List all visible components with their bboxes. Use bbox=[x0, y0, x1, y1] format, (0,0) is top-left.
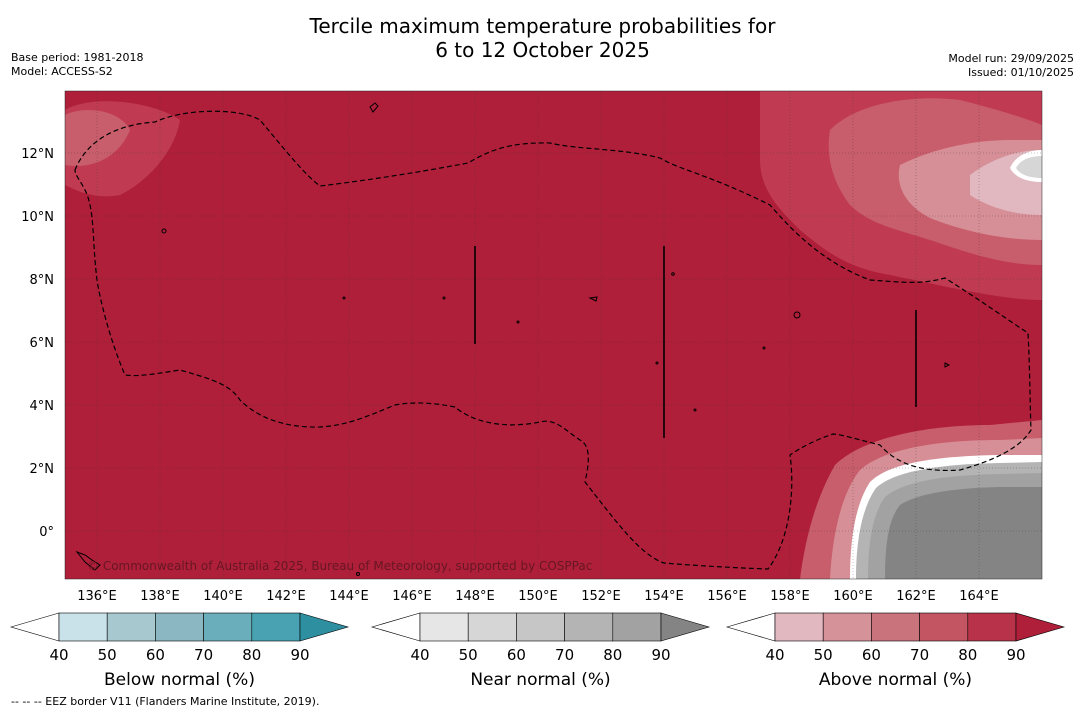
title-line-2: 6 to 12 October 2025 bbox=[435, 38, 650, 62]
colorbar-tick-label: 90 bbox=[290, 646, 309, 664]
colorbar-tick-label: 90 bbox=[651, 646, 670, 664]
lon-label: 144°E bbox=[329, 589, 369, 604]
issued-date: Issued: 01/10/2025 bbox=[967, 66, 1074, 79]
colorbar-tick-label: 90 bbox=[1006, 646, 1025, 664]
colorbar-segment bbox=[612, 612, 662, 642]
lat-label-0: 0° bbox=[39, 525, 54, 540]
colorbar-tick-label: 70 bbox=[555, 646, 574, 664]
model-run: Model run: 29/09/2025 bbox=[948, 52, 1074, 65]
colorbar-tick-label: 50 bbox=[459, 646, 478, 664]
model-name: Model: ACCESS-S2 bbox=[11, 65, 113, 78]
lon-label: 164°E bbox=[959, 589, 999, 604]
colorbar-segment bbox=[155, 612, 204, 642]
title-line-1: Tercile maximum temperature probabilitie… bbox=[309, 14, 776, 38]
eez-border-palau-fsm-west bbox=[74, 110, 1032, 570]
lon-label: 148°E bbox=[455, 589, 495, 604]
colorbar-segment bbox=[106, 612, 156, 642]
grid bbox=[65, 91, 1042, 579]
colorbar-tick-label: 40 bbox=[765, 646, 784, 664]
colorbar-tick-label: 40 bbox=[49, 646, 68, 664]
lon-label: 138°E bbox=[140, 589, 180, 604]
lon-label: 146°E bbox=[392, 589, 432, 604]
colorbar-segment bbox=[871, 612, 920, 642]
colorbar-tick-label: 40 bbox=[410, 646, 429, 664]
colorbars: 40 50 60 70 80 90 Below normal (%) 40 50 60 70 80 90… bbox=[9, 612, 1066, 690]
lat-label-10n: 10°N bbox=[21, 210, 54, 225]
colorbar-min-extend bbox=[725, 612, 776, 642]
colorbar-segment bbox=[58, 612, 108, 642]
colorbar-above: 40 50 60 70 80 90 Above normal (%) bbox=[725, 612, 1066, 690]
meta-right: Model run: 29/09/2025 Issued: 01/10/2025 bbox=[948, 52, 1074, 80]
colorbar-tick-label: 60 bbox=[862, 646, 881, 664]
lat-label-12n: 12°N bbox=[21, 147, 54, 162]
patch-above-70-nw bbox=[65, 110, 130, 166]
chart-title: Tercile maximum temperature probabilitie… bbox=[0, 14, 1085, 62]
patch-near-90 bbox=[885, 487, 1042, 579]
colorbar-max-extend bbox=[660, 612, 711, 642]
map-area: © Commonwealth of Australia 2025, Bureau… bbox=[65, 91, 1042, 579]
colorbar-title: Above normal (%) bbox=[819, 670, 972, 690]
lon-label: 150°E bbox=[518, 589, 558, 604]
colorbar-segment bbox=[822, 612, 872, 642]
lon-label: 136°E bbox=[77, 589, 117, 604]
colorbar-segment bbox=[774, 612, 824, 642]
footnote: -- -- -- EEZ border V11 (Flanders Marine… bbox=[11, 695, 320, 708]
lat-label-4n: 4°N bbox=[30, 399, 55, 414]
colorbar-near: 40 50 60 70 80 90 Near normal (%) bbox=[370, 612, 711, 690]
colorbar-title: Below normal (%) bbox=[104, 670, 255, 690]
islands bbox=[75, 102, 951, 576]
colorbar-tick-label: 60 bbox=[507, 646, 526, 664]
colorbar-segment bbox=[564, 612, 614, 642]
colorbar-tick-label: 80 bbox=[958, 646, 977, 664]
colorbar-segment bbox=[203, 612, 253, 642]
colorbar-tick-label: 70 bbox=[194, 646, 213, 664]
meta-left: Base period: 1981-2018 Model: ACCESS-S2 bbox=[11, 51, 143, 79]
colorbar-tick-label: 70 bbox=[910, 646, 929, 664]
colorbar-segment bbox=[967, 612, 1017, 642]
lat-label-6n: 6°N bbox=[30, 336, 55, 351]
lon-label: 152°E bbox=[581, 589, 621, 604]
lat-label-2n: 2°N bbox=[30, 462, 55, 477]
colorbar-tick-label: 50 bbox=[98, 646, 117, 664]
colorbar-segment bbox=[516, 612, 565, 642]
lon-label: 158°E bbox=[770, 589, 810, 604]
colorbar-min-extend bbox=[9, 612, 60, 642]
colorbar-segment bbox=[251, 612, 301, 642]
lon-label: 142°E bbox=[266, 589, 306, 604]
lon-labels: 136°E 138°E 140°E 142°E 144°E 146°E 148°… bbox=[77, 589, 999, 604]
colorbar-segment bbox=[919, 612, 969, 642]
lon-label: 154°E bbox=[644, 589, 684, 604]
lat-label-8n: 8°N bbox=[30, 273, 55, 288]
colorbar-tick-label: 60 bbox=[146, 646, 165, 664]
lon-label: 160°E bbox=[833, 589, 873, 604]
colorbar-max-extend bbox=[299, 612, 350, 642]
copyright-text: © Commonwealth of Australia 2025, Bureau… bbox=[87, 559, 592, 573]
lon-label: 162°E bbox=[896, 589, 936, 604]
colorbar-tick-label: 50 bbox=[814, 646, 833, 664]
colorbar-tick-label: 80 bbox=[603, 646, 622, 664]
colorbar-segment bbox=[419, 612, 469, 642]
map-frame bbox=[64, 90, 1043, 580]
colorbar-segment bbox=[467, 612, 517, 642]
colorbar-below: 40 50 60 70 80 90 Below normal (%) bbox=[9, 612, 350, 690]
base-period: Base period: 1981-2018 bbox=[11, 51, 144, 64]
lon-label: 140°E bbox=[203, 589, 243, 604]
lat-labels: 12°N 10°N 8°N 6°N 4°N 2°N 0° bbox=[21, 147, 54, 540]
colorbar-min-extend bbox=[370, 612, 421, 642]
patch-near-ne-gray bbox=[1016, 156, 1042, 178]
colorbar-max-extend bbox=[1015, 612, 1066, 642]
colorbar-tick-label: 80 bbox=[242, 646, 261, 664]
lon-label: 156°E bbox=[707, 589, 747, 604]
colorbar-title: Near normal (%) bbox=[470, 670, 610, 690]
